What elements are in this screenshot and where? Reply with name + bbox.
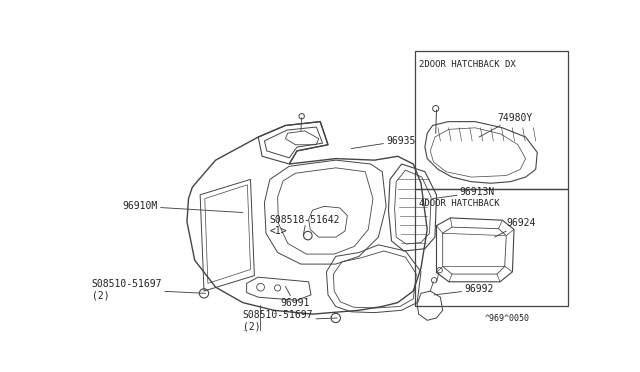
Text: 96992: 96992 (434, 285, 494, 295)
Text: S08510-61212
(2): S08510-61212 (2) (0, 371, 1, 372)
Text: 96991: 96991 (280, 286, 309, 308)
Text: S08510-51697
(2): S08510-51697 (2) (243, 310, 337, 331)
Text: ^969^0050: ^969^0050 (484, 314, 529, 323)
Text: 74980Y: 74980Y (479, 113, 532, 137)
Text: 96910M: 96910M (123, 201, 243, 212)
Text: S08518-51642
<1>: S08518-51642 <1> (270, 215, 340, 236)
Text: 96935: 96935 (351, 136, 415, 148)
Text: 96913N: 96913N (433, 187, 495, 199)
Text: 4DOOR HATCHBACK: 4DOOR HATCHBACK (419, 199, 499, 208)
Bar (415, 51, 568, 189)
Text: S08510-51697
(2): S08510-51697 (2) (92, 279, 205, 300)
Bar (415, 189, 568, 307)
Text: 96924: 96924 (495, 218, 536, 237)
Text: 2DOOR HATCHBACK DX: 2DOOR HATCHBACK DX (419, 60, 515, 69)
